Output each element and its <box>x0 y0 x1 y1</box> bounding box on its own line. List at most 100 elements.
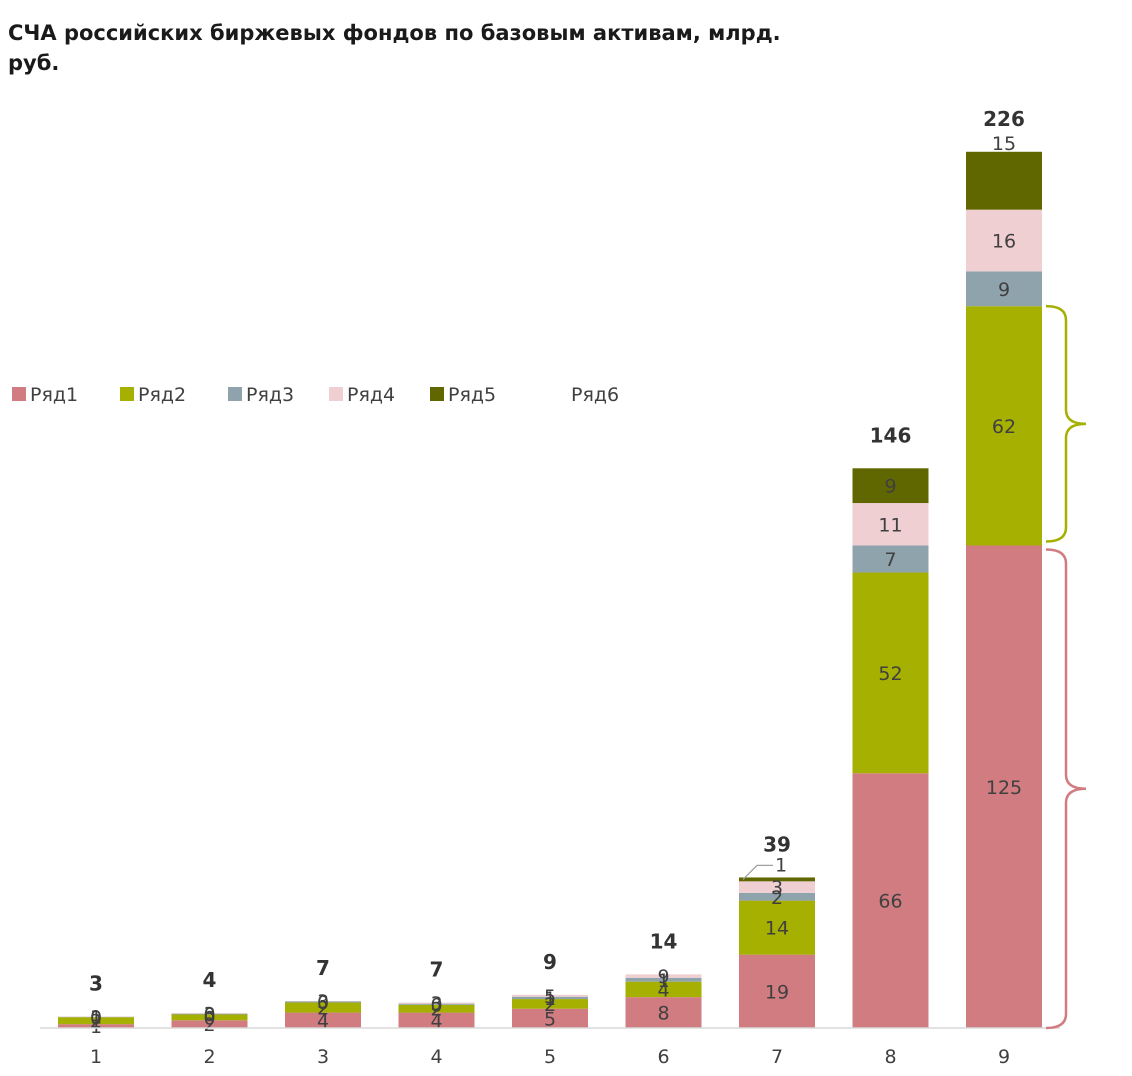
total-label: 39 <box>763 832 791 856</box>
legend-swatch <box>120 387 134 401</box>
legend-label: Ряд3 <box>246 384 294 406</box>
legend-label: Ряд2 <box>138 384 186 406</box>
segment-label: 0 <box>203 1007 215 1029</box>
segment-label: 2 <box>771 887 783 909</box>
bar-segment <box>852 572 929 774</box>
segment-label: 3 <box>203 1003 215 1025</box>
legend-swatch <box>329 387 343 401</box>
legend-item[interactable]: Ряд2 <box>120 384 186 406</box>
braces-group <box>1045 304 1087 1030</box>
segment-label: 2 <box>317 998 329 1020</box>
segment-label: 5 <box>544 986 556 1008</box>
leader-line <box>742 864 773 880</box>
segment-label: 62 <box>992 416 1016 438</box>
bar-segment <box>739 877 815 882</box>
legend-swatch <box>228 387 242 401</box>
segment-label: 4 <box>657 979 669 1001</box>
bar-segment <box>739 954 815 1028</box>
segment-label: 15 <box>992 133 1016 155</box>
x-tick-labels-group: 1 2 3 4 5 6 7 8 9 <box>90 1046 1010 1068</box>
x-tick-label: 3 <box>317 1046 329 1068</box>
segment-label: 52 <box>878 663 902 685</box>
bar-segment <box>625 997 702 1028</box>
total-label: 14 <box>650 929 678 953</box>
x-tick-label: 6 <box>657 1046 669 1068</box>
segment-label: 1 <box>657 970 669 992</box>
bar-segment <box>512 994 588 997</box>
segment-label: 66 <box>878 891 902 913</box>
bar-segment <box>398 1002 475 1004</box>
legend-label: Ряд6 <box>571 384 619 406</box>
bar-segment <box>512 996 588 1000</box>
total-label: 226 <box>983 107 1025 131</box>
bar-segment <box>58 1017 134 1025</box>
brace <box>1045 304 1087 543</box>
segment-label: 3 <box>430 993 442 1015</box>
total-label: 3 <box>89 971 103 995</box>
total-label: 7 <box>316 956 330 980</box>
bar-segment <box>852 468 929 504</box>
segment-label: 9 <box>884 476 896 498</box>
bar-segment <box>852 503 929 546</box>
bar-segment <box>852 773 929 1028</box>
bar-segment <box>625 977 702 982</box>
segment-label: 1 <box>90 1016 102 1038</box>
segment-label: 8 <box>657 1003 669 1025</box>
bar-segment <box>171 1013 248 1015</box>
legend-item[interactable]: Ряд4 <box>329 384 395 406</box>
segment-label: 3 <box>317 991 329 1013</box>
segment-label: 2 <box>203 1014 215 1036</box>
bar-segment <box>171 1014 248 1021</box>
segment-label: 19 <box>765 981 789 1003</box>
bar-segment <box>398 1003 475 1005</box>
bar-segment <box>512 999 588 1009</box>
legend-label: Ряд4 <box>347 384 395 406</box>
legend-swatch <box>12 387 26 401</box>
segment-label: 0 <box>90 1007 102 1029</box>
segment-label: 2 <box>430 999 442 1021</box>
bar-segment <box>852 545 929 573</box>
bar-segment <box>398 1004 475 1013</box>
total-label: 9 <box>543 950 557 974</box>
bar-segment <box>739 900 815 955</box>
bar-segment <box>171 1012 248 1014</box>
legend-item[interactable]: Ряд1 <box>12 384 78 406</box>
segment-label: 3 <box>771 877 783 899</box>
segment-label: 0 <box>203 1004 215 1026</box>
bar-segment <box>966 306 1042 546</box>
x-tick-label: 7 <box>771 1046 783 1068</box>
total-label: 146 <box>870 423 912 447</box>
segment-label: 0 <box>317 992 329 1014</box>
bar-segment <box>58 1024 134 1028</box>
segment-label: 9 <box>657 966 669 988</box>
legend-swatch <box>430 387 444 401</box>
bar-segment <box>285 1001 361 1003</box>
x-tick-label: 5 <box>544 1046 556 1068</box>
legend-label: Ряд5 <box>448 384 496 406</box>
bar-segment <box>625 981 702 998</box>
legend-label: Ряд1 <box>30 384 78 406</box>
segment-label: 0 <box>430 994 442 1016</box>
legend-item[interactable]: Ряд5 <box>430 384 496 406</box>
x-tick-label: 8 <box>884 1046 896 1068</box>
legend-item[interactable]: Ряд3 <box>228 384 294 406</box>
bars-group <box>58 151 1042 1028</box>
segment-label: 4 <box>430 1010 442 1032</box>
legend[interactable]: Ряд1 Ряд2 Ряд3 Ряд4 Ряд5 Ряд6 <box>12 384 619 406</box>
legend-item[interactable]: Ряд6 <box>571 384 619 406</box>
bar-segment <box>398 1012 475 1028</box>
segment-label: 125 <box>986 777 1022 799</box>
bar-segment <box>739 892 815 901</box>
bar-segment <box>285 1012 361 1028</box>
segment-label: 5 <box>544 1008 556 1030</box>
segment-label: 11 <box>878 514 902 536</box>
total-label: 7 <box>430 958 444 982</box>
bar-segment <box>285 1002 361 1013</box>
segment-label: 2 <box>90 1011 102 1033</box>
x-tick-label: 4 <box>430 1046 442 1068</box>
bar-segment <box>739 881 815 893</box>
x-tick-label: 2 <box>203 1046 215 1068</box>
